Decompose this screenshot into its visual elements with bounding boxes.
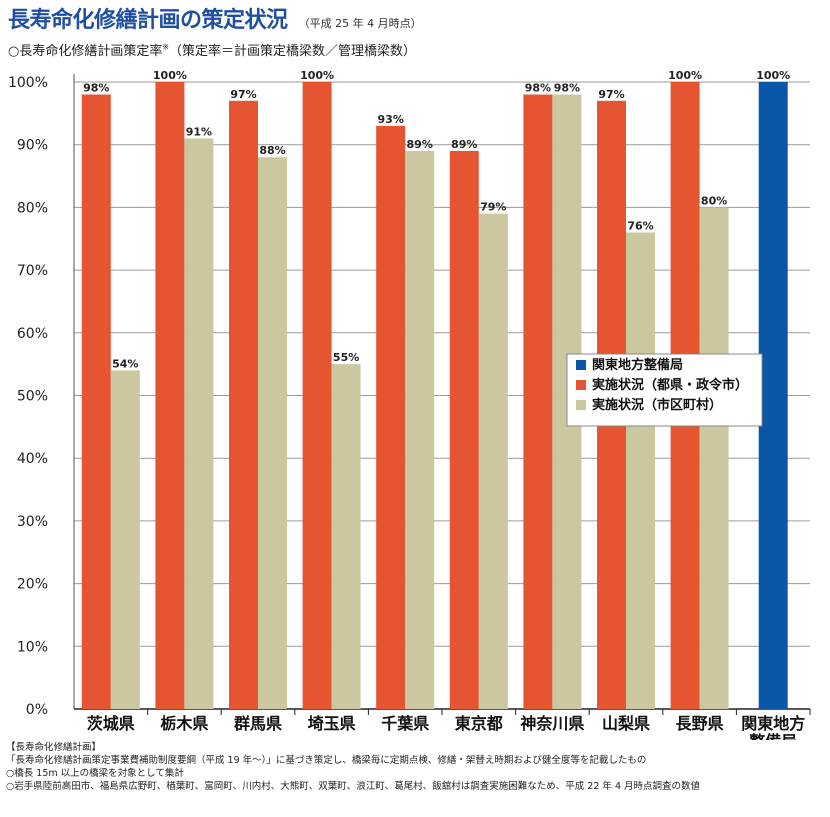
legend-label: 関東地方整備局 xyxy=(592,357,683,373)
x-category-label: 群馬県 xyxy=(234,714,282,733)
bar xyxy=(376,125,406,709)
legend-label: 実施状況（都県・政令市） xyxy=(592,377,748,393)
y-tick-label: 60% xyxy=(17,326,48,342)
data-label: 98% xyxy=(525,82,551,95)
data-label: 89% xyxy=(451,138,477,151)
bar xyxy=(478,213,508,710)
title-date-note: （平成 25 年 4 月時点） xyxy=(298,17,422,30)
notes-line-3: ○岩手県陸前高田市、福島県広野町、楢葉町、富岡町、川内村、大熊町、双葉町、浪江町… xyxy=(6,781,701,792)
data-label: 76% xyxy=(627,219,653,232)
x-category-label: 神奈川県 xyxy=(520,714,584,733)
x-category-label: 東京都 xyxy=(455,714,503,733)
legend-box xyxy=(566,353,763,427)
data-label: 54% xyxy=(112,357,138,370)
legend-swatch xyxy=(576,360,586,370)
x-category-label: 整備局 xyxy=(748,732,797,740)
bar xyxy=(81,94,111,710)
chart-title: 長寿命化修繕計画の策定状況 xyxy=(8,8,288,33)
bar xyxy=(302,82,332,709)
bar xyxy=(449,150,479,710)
data-label: 80% xyxy=(701,194,727,207)
title-row: 長寿命化修繕計画の策定状況 （平成 25 年 4 月時点） xyxy=(8,2,422,34)
y-tick-label: 70% xyxy=(17,263,48,279)
subtitle-mark: ※ xyxy=(162,42,170,52)
y-tick-label: 100% xyxy=(8,75,48,91)
y-tick-label: 50% xyxy=(17,389,48,405)
x-category-label: 関東地方 xyxy=(741,714,805,733)
bar xyxy=(184,138,214,709)
data-label: 100% xyxy=(300,69,334,82)
bar xyxy=(405,150,435,710)
notes-line-2: ○橋長 15m 以上の橋梁を対象として集計 xyxy=(6,768,184,779)
data-label: 100% xyxy=(668,69,702,82)
x-category-label: 長野県 xyxy=(676,714,724,733)
data-label: 100% xyxy=(153,69,187,82)
data-label: 97% xyxy=(598,88,624,101)
subtitle-text: ○長寿命化修繕計画策定率 xyxy=(8,44,163,59)
bar xyxy=(626,232,655,710)
x-category-label: 千葉県 xyxy=(381,714,429,733)
x-category-label: 山梨県 xyxy=(602,714,650,733)
bar xyxy=(331,364,361,709)
bar xyxy=(258,157,287,710)
data-label: 88% xyxy=(259,144,285,157)
x-category-label: 埼玉県 xyxy=(308,714,356,733)
data-label: 91% xyxy=(186,125,212,138)
y-tick-label: 40% xyxy=(17,451,48,467)
y-tick-label: 30% xyxy=(17,514,48,530)
data-label: 98% xyxy=(554,82,580,95)
x-category-label: 栃木県 xyxy=(160,714,208,733)
data-label: 97% xyxy=(230,88,256,101)
chart-subtitle: ○長寿命化修繕計画策定率※（策定率＝計画策定橋梁数／管理橋梁数） xyxy=(8,40,416,59)
data-label: 100% xyxy=(756,69,790,82)
data-label: 55% xyxy=(333,351,359,364)
data-label: 89% xyxy=(407,138,433,151)
y-tick-label: 10% xyxy=(17,639,48,655)
notes-heading: 【長寿命化修繕計画】 xyxy=(6,742,102,753)
data-label: 93% xyxy=(378,113,404,126)
y-tick-label: 80% xyxy=(17,200,48,216)
data-label: 79% xyxy=(480,201,506,214)
notes-section: 【長寿命化修繕計画】 「長寿命化修繕計画策定事業費補助制度要綱（平成 19 年～… xyxy=(6,741,700,793)
bar xyxy=(155,82,185,709)
y-tick-label: 90% xyxy=(17,138,48,154)
legend-swatch xyxy=(576,380,586,390)
data-label: 98% xyxy=(83,82,109,95)
bar xyxy=(229,100,258,709)
bar xyxy=(758,82,788,709)
bar-chart: 0% 10% 20% 30% 40% 50% 60% 70% 80% 90% 100% 98% 54% 茨… xyxy=(8,69,811,740)
bar xyxy=(699,207,729,709)
legend-swatch xyxy=(576,400,586,410)
legend-label: 実施状況（市区町村） xyxy=(592,397,722,413)
bar xyxy=(523,94,553,710)
y-tick-label: 20% xyxy=(17,577,48,593)
subtitle-suffix: （策定率＝計画策定橋梁数／管理橋梁数） xyxy=(169,44,417,59)
y-tick-label: 0% xyxy=(26,702,48,718)
bar xyxy=(110,370,140,709)
notes-line-1: 「長寿命化修繕計画策定事業費補助制度要綱（平成 19 年～）」に基づき策定し、橋… xyxy=(6,755,647,766)
x-category-label: 茨城県 xyxy=(87,714,135,733)
